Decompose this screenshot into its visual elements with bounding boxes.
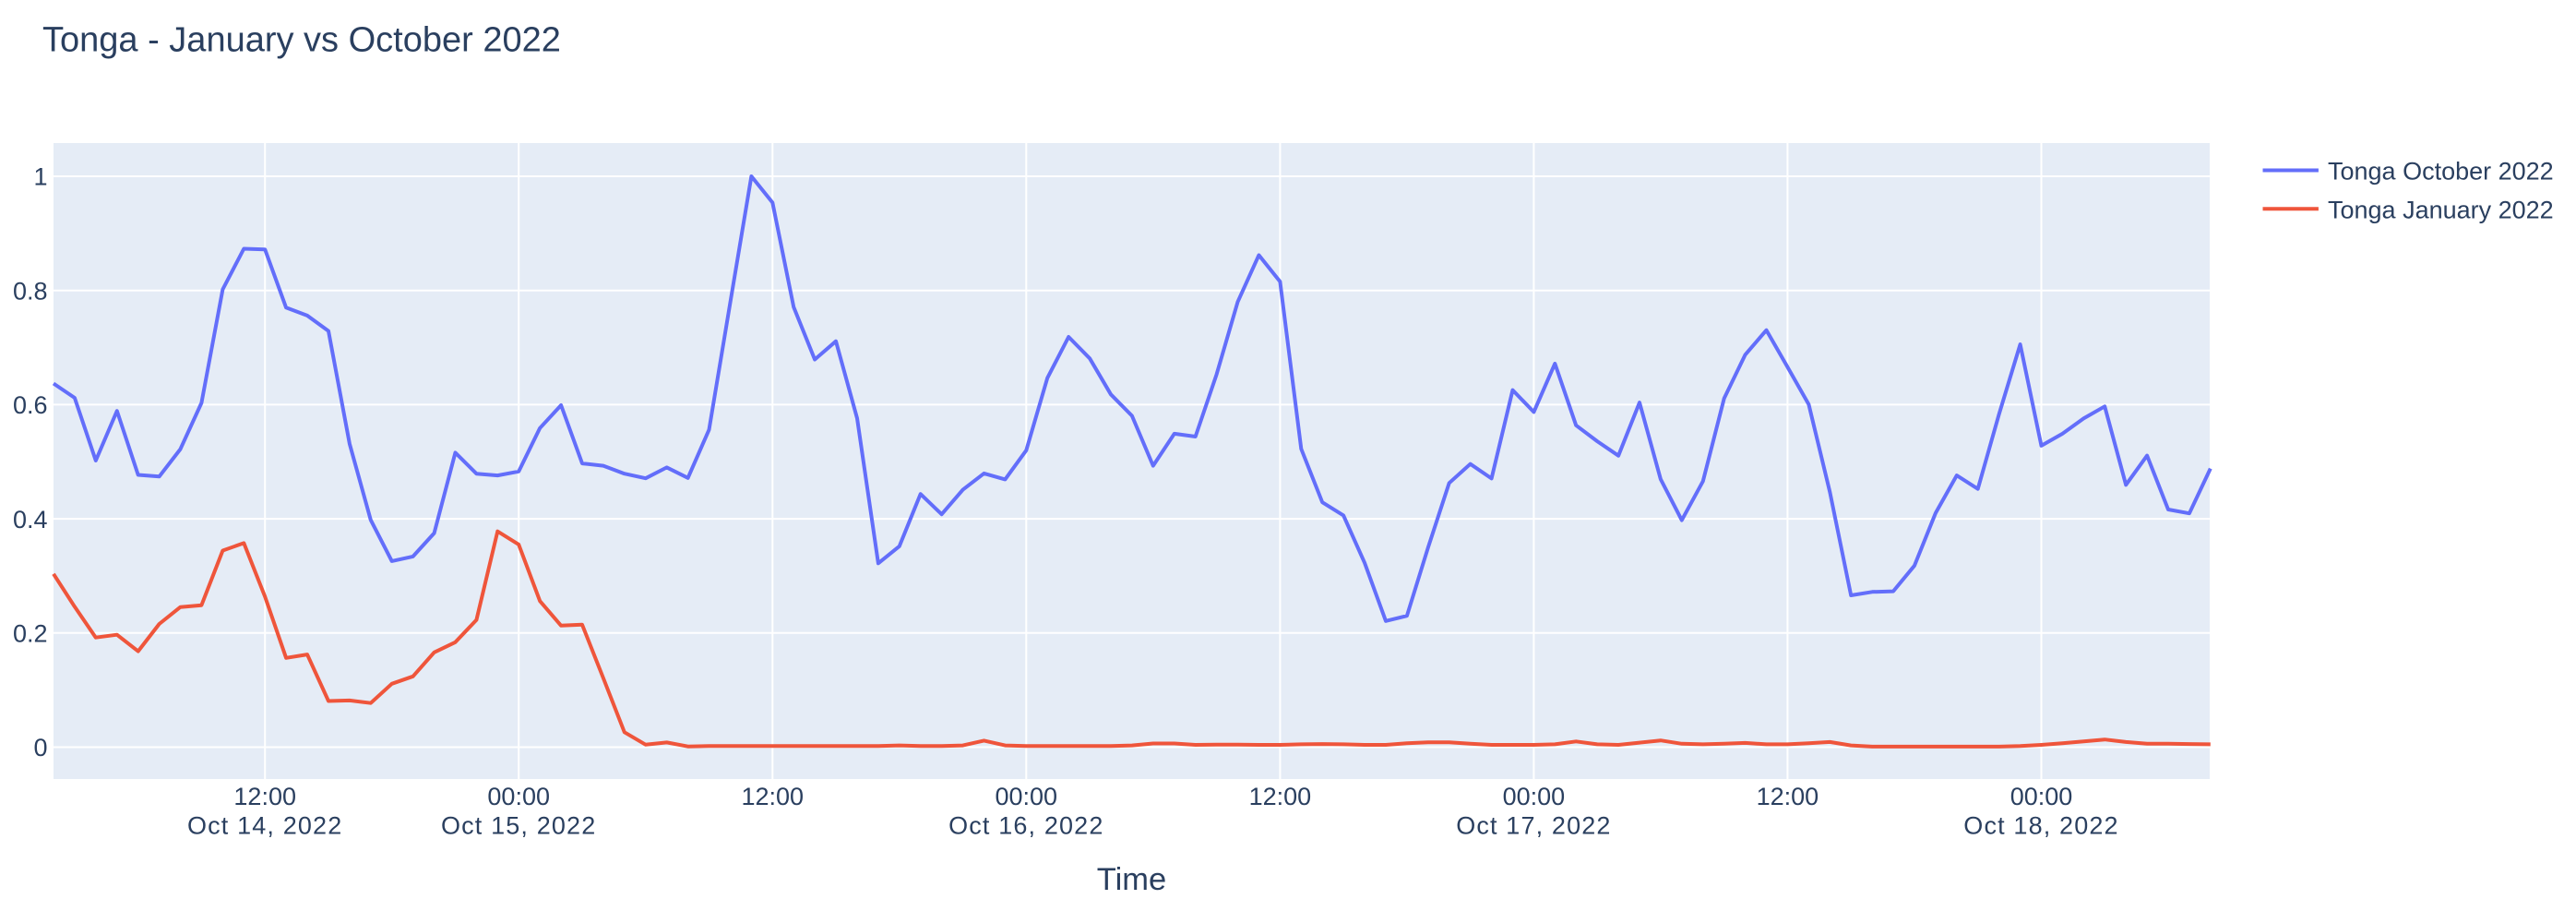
svg-text:Tonga - January vs October 202: Tonga - January vs October 2022 bbox=[42, 21, 561, 60]
svg-text:12:00: 12:00 bbox=[233, 783, 296, 810]
svg-text:12:00: 12:00 bbox=[1757, 783, 1819, 810]
svg-text:12:00: 12:00 bbox=[1249, 783, 1312, 810]
svg-text:0.4: 0.4 bbox=[13, 506, 48, 533]
svg-text:0: 0 bbox=[33, 734, 47, 761]
svg-text:00:00: 00:00 bbox=[996, 783, 1058, 810]
svg-text:0.2: 0.2 bbox=[13, 620, 48, 648]
svg-text:Time: Time bbox=[1097, 862, 1166, 897]
svg-text:0.6: 0.6 bbox=[13, 391, 48, 419]
svg-text:Tonga October 2022: Tonga October 2022 bbox=[2328, 158, 2554, 186]
svg-text:1: 1 bbox=[33, 163, 47, 191]
svg-text:Oct 15, 2022: Oct 15, 2022 bbox=[441, 812, 596, 840]
svg-text:00:00: 00:00 bbox=[1503, 783, 1566, 810]
svg-text:0.8: 0.8 bbox=[13, 277, 48, 305]
svg-text:Oct 17, 2022: Oct 17, 2022 bbox=[1456, 812, 1611, 840]
svg-text:Oct 18, 2022: Oct 18, 2022 bbox=[1963, 812, 2118, 840]
svg-text:Oct 14, 2022: Oct 14, 2022 bbox=[187, 812, 342, 840]
svg-text:12:00: 12:00 bbox=[742, 783, 805, 810]
svg-text:Tonga January 2022: Tonga January 2022 bbox=[2328, 196, 2554, 223]
svg-text:00:00: 00:00 bbox=[487, 783, 550, 810]
svg-text:00:00: 00:00 bbox=[2010, 783, 2073, 810]
svg-text:Oct 16, 2022: Oct 16, 2022 bbox=[948, 812, 1103, 840]
